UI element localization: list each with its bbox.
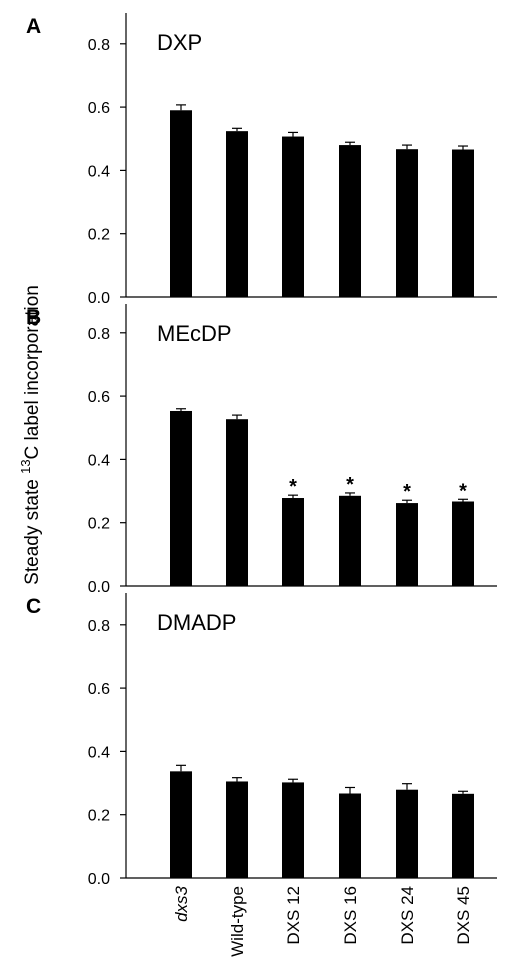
y-axis-label-superscript: 13 bbox=[18, 459, 33, 473]
panel-c: 0.0 0.2 0.4 0.6 0.8 C DMADP bbox=[26, 593, 497, 888]
x-tick-label: DXS 16 bbox=[341, 886, 360, 945]
y-axis-label: Steady state 13C label incorporation bbox=[18, 285, 43, 585]
bar bbox=[170, 110, 192, 297]
x-tick-label: dxs3 bbox=[172, 885, 191, 921]
panel-letter: C bbox=[26, 595, 41, 618]
y-axis-label-suffix: C label incorporation bbox=[22, 285, 43, 459]
y-tick-label: 0.2 bbox=[88, 516, 110, 533]
bar bbox=[396, 149, 418, 297]
bar bbox=[339, 145, 361, 297]
y-tick-label: 0.8 bbox=[88, 326, 110, 343]
bar bbox=[282, 136, 304, 297]
bar bbox=[170, 410, 192, 586]
bar bbox=[226, 419, 248, 586]
panels: 0.0 0.2 0.4 0.6 0.8 A DXP 0.0 0.2 0.4 0.6 0.8 B MEcDP… bbox=[26, 13, 497, 888]
y-tick-label: 0.2 bbox=[88, 808, 110, 825]
x-tick-label: DXS 45 bbox=[454, 886, 473, 945]
y-tick-label: 0.0 bbox=[88, 290, 110, 307]
panel-title: DMADP bbox=[157, 610, 236, 635]
significance-marker: * bbox=[346, 474, 354, 496]
y-tick-label: 0.8 bbox=[88, 618, 110, 635]
y-tick-label: 0.4 bbox=[88, 744, 110, 761]
panel-title: DXP bbox=[157, 30, 202, 55]
bar bbox=[452, 149, 474, 297]
significance-marker: * bbox=[403, 481, 411, 503]
y-tick-label: 0.4 bbox=[88, 163, 110, 180]
y-tick-label: 0.0 bbox=[88, 579, 110, 596]
panel-title: MEcDP bbox=[157, 321, 232, 346]
panel-letter: A bbox=[26, 15, 41, 38]
panel-a: 0.0 0.2 0.4 0.6 0.8 A DXP bbox=[26, 13, 497, 307]
bar bbox=[282, 782, 304, 878]
panel-b: 0.0 0.2 0.4 0.6 0.8 B MEcDP * * * * bbox=[26, 304, 497, 596]
bar bbox=[452, 501, 474, 586]
bar bbox=[452, 793, 474, 878]
bar bbox=[226, 781, 248, 878]
bar bbox=[339, 495, 361, 586]
x-tick-label: DXS 24 bbox=[398, 886, 417, 945]
x-tick-label: Wild-type bbox=[228, 886, 247, 957]
y-tick-label: 0.6 bbox=[88, 100, 110, 117]
bar bbox=[170, 771, 192, 878]
y-axis-label-prefix: Steady state bbox=[22, 474, 43, 585]
significance-marker: * bbox=[459, 480, 467, 502]
significance-marker: * bbox=[289, 476, 297, 498]
y-tick-label: 0.8 bbox=[88, 37, 110, 54]
x-tick-label: DXS 12 bbox=[284, 886, 303, 945]
y-tick-label: 0.6 bbox=[88, 681, 110, 698]
y-tick-label: 0.6 bbox=[88, 389, 110, 406]
panel-letter: B bbox=[26, 306, 41, 329]
bar bbox=[226, 131, 248, 297]
bar bbox=[396, 503, 418, 586]
bar bbox=[282, 498, 304, 586]
bar bbox=[396, 789, 418, 878]
y-tick-label: 0.4 bbox=[88, 452, 110, 469]
y-tick-label: 0.0 bbox=[88, 871, 110, 888]
y-tick-label: 0.2 bbox=[88, 227, 110, 244]
bar bbox=[339, 793, 361, 878]
x-tick-labels: dxs3 Wild-type DXS 12 DXS 16 DXS 24 DXS 45 bbox=[172, 885, 473, 956]
